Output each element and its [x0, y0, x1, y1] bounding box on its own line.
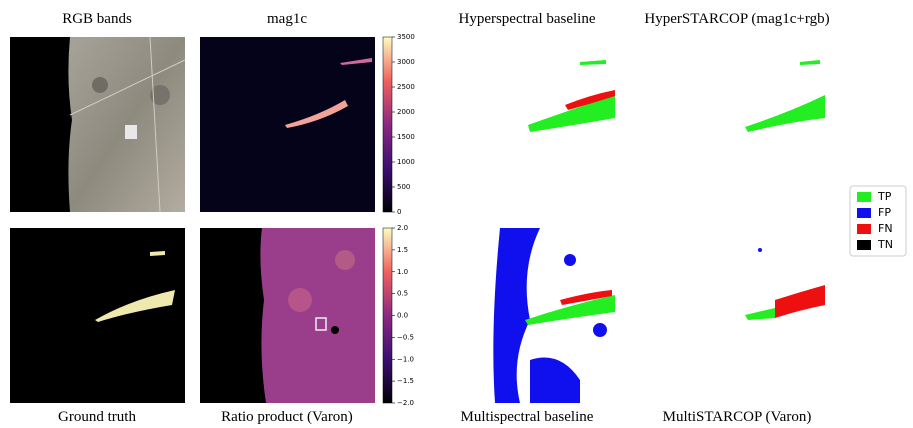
- mag1c-image: [200, 37, 375, 212]
- colorbar-tick-label: −2.0: [397, 399, 414, 407]
- legend-swatch: [857, 208, 871, 218]
- legend-swatch: [857, 192, 871, 202]
- rgb-image: [10, 37, 185, 212]
- colorbar-tick-label: −0.5: [397, 333, 414, 341]
- colorbar-tick-label: 1.0: [397, 268, 408, 276]
- ratio-product-image: [200, 228, 375, 403]
- panel-caption: Ground truth: [58, 409, 136, 425]
- colorbar-tick-label: 2500: [397, 83, 415, 91]
- panel-caption: MultiSTARCOP (Varon): [663, 409, 812, 425]
- colorbar-tick-label: 0.5: [397, 290, 408, 298]
- colorbar-tick-label: 1500: [397, 133, 415, 141]
- figure: RGB bands mag1c Hyperspectral baseline Hype…: [0, 0, 913, 428]
- colorbar-tick-label: 2000: [397, 108, 415, 116]
- legend-swatch: [857, 240, 871, 250]
- colorbar-tick-label: 1000: [397, 158, 415, 166]
- hyperspectral-baseline-image: [440, 37, 615, 212]
- multistarcop-image: [650, 228, 825, 403]
- colorbar-tick-label: 0.0: [397, 312, 408, 320]
- legend-label: FP: [878, 206, 891, 219]
- colorbar-tick-label: 2.0: [397, 224, 408, 232]
- panel-title: RGB bands: [62, 11, 132, 27]
- ground-truth-image: [10, 228, 185, 403]
- panel-title: HyperSTARCOP (mag1c+rgb): [644, 11, 829, 27]
- colorbar: [383, 228, 392, 403]
- legend-label: TN: [877, 238, 893, 251]
- panel-caption: Ratio product (Varon): [221, 409, 353, 425]
- multispectral-baseline-image: [440, 228, 615, 403]
- panel-title: Hyperspectral baseline: [458, 11, 595, 27]
- hyperstarcop-image: [650, 37, 825, 212]
- colorbar-tick-label: 1.5: [397, 246, 408, 254]
- colorbar-tick-label: 0: [397, 208, 401, 216]
- colorbar-tick-label: 3500: [397, 33, 415, 41]
- colorbar: [383, 37, 392, 212]
- colorbar-tick-label: −1.0: [397, 355, 414, 363]
- legend-label: FN: [878, 222, 893, 235]
- panel-caption: Multispectral baseline: [461, 409, 594, 425]
- legend-label: TP: [877, 190, 892, 203]
- colorbar-tick-label: 500: [397, 183, 410, 191]
- legend-swatch: [857, 224, 871, 234]
- panel-title: mag1c: [267, 11, 307, 27]
- colorbar-tick-label: −1.5: [397, 377, 414, 385]
- colorbar-tick-label: 3000: [397, 58, 415, 66]
